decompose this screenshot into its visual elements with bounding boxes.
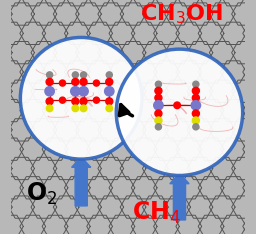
Circle shape	[80, 105, 87, 112]
Circle shape	[155, 81, 162, 87]
Circle shape	[106, 72, 112, 78]
Circle shape	[59, 80, 66, 86]
Circle shape	[155, 87, 162, 94]
Circle shape	[79, 87, 88, 96]
Circle shape	[106, 98, 113, 105]
Circle shape	[106, 105, 113, 112]
Circle shape	[72, 98, 79, 105]
Circle shape	[155, 94, 162, 101]
Circle shape	[192, 117, 199, 124]
Text: O$_2$: O$_2$	[26, 181, 57, 207]
Circle shape	[20, 37, 142, 159]
Circle shape	[154, 101, 163, 110]
Circle shape	[46, 98, 53, 105]
FancyArrow shape	[170, 173, 189, 220]
Text: CH$_4$: CH$_4$	[132, 200, 180, 226]
Circle shape	[93, 97, 99, 103]
Circle shape	[116, 49, 243, 176]
Circle shape	[45, 87, 54, 96]
Circle shape	[93, 80, 99, 86]
Circle shape	[72, 72, 78, 78]
Circle shape	[155, 124, 162, 130]
Circle shape	[155, 117, 162, 124]
FancyArrow shape	[72, 157, 91, 206]
Circle shape	[193, 81, 199, 87]
Circle shape	[191, 101, 200, 110]
Circle shape	[47, 72, 53, 78]
Circle shape	[72, 105, 79, 112]
Circle shape	[155, 110, 162, 117]
Circle shape	[46, 78, 53, 85]
Circle shape	[80, 98, 87, 105]
Circle shape	[71, 87, 80, 96]
Circle shape	[192, 94, 199, 101]
Circle shape	[80, 78, 87, 85]
Circle shape	[106, 78, 113, 85]
Circle shape	[192, 110, 199, 117]
Circle shape	[105, 87, 114, 96]
Text: CH$_3$OH: CH$_3$OH	[140, 2, 223, 26]
Circle shape	[80, 72, 87, 78]
Circle shape	[72, 78, 79, 85]
Circle shape	[192, 87, 199, 94]
Circle shape	[174, 102, 180, 109]
Circle shape	[59, 97, 66, 103]
Circle shape	[46, 105, 53, 112]
Circle shape	[193, 124, 199, 130]
